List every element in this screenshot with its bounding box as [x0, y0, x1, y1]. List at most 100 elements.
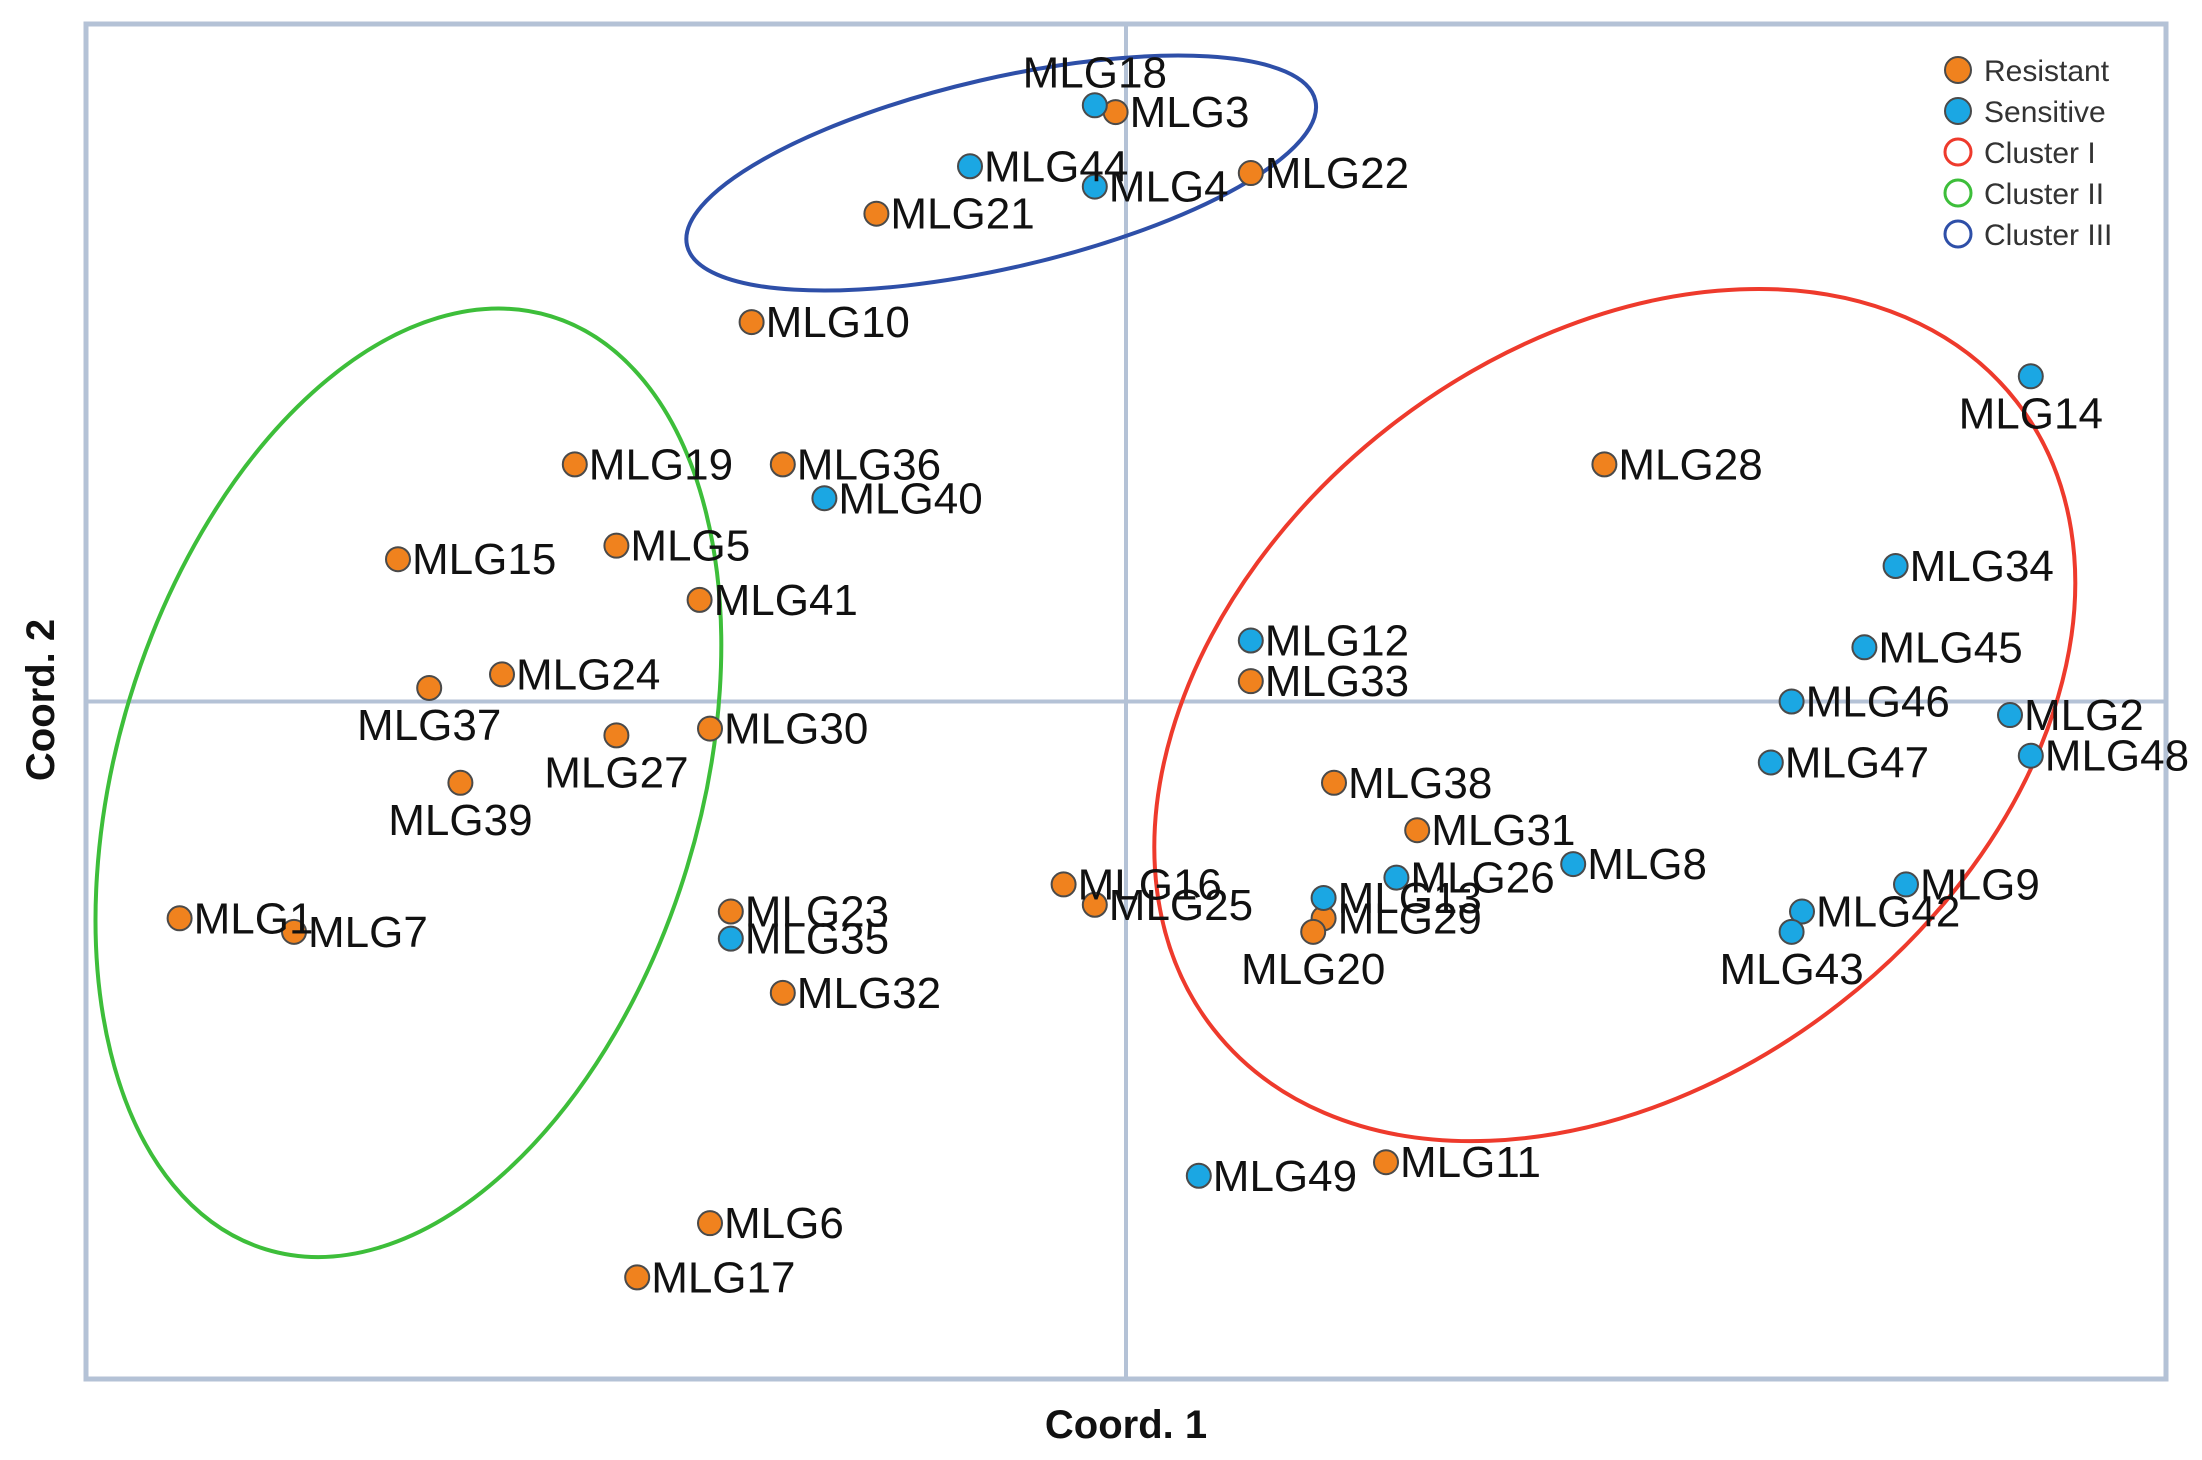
point-label-mlg40: MLG40: [838, 474, 982, 523]
point-mlg45: [1851, 634, 1878, 661]
zero-axis-lines: [86, 24, 2166, 1379]
point-mlg10: [738, 309, 765, 336]
point-label-mlg28: MLG28: [1618, 440, 1762, 489]
point-mlg15: [385, 546, 411, 573]
legend-marker-cluster-iii: [1943, 219, 1973, 249]
point-label-mlg43: MLG43: [1719, 945, 1863, 994]
point-mlg5: [603, 532, 630, 559]
point-label-mlg20: MLG20: [1241, 945, 1385, 994]
point-mlg27: [603, 722, 630, 749]
point-mlg41: [686, 586, 713, 613]
point-mlg8: [1560, 851, 1587, 878]
point-label-mlg10: MLG10: [766, 298, 910, 347]
legend-label-cluster-ii: Cluster II: [1984, 178, 2104, 211]
point-mlg11: [1373, 1149, 1399, 1176]
point-label-mlg3: MLG3: [1130, 88, 1250, 137]
point-mlg30: [697, 715, 723, 742]
point-mlg33: [1237, 668, 1264, 695]
point-label-mlg26: MLG26: [1410, 854, 1554, 903]
legend-marker-cluster-i: [1943, 137, 1973, 167]
point-mlg2: [1997, 702, 2023, 729]
point-label-mlg6: MLG6: [724, 1199, 844, 1248]
point-label-mlg1: MLG1: [194, 894, 314, 943]
point-label-mlg44: MLG44: [984, 142, 1128, 191]
point-label-mlg49: MLG49: [1213, 1152, 1357, 1201]
point-mlg40: [811, 485, 838, 512]
point-mlg12: [1237, 627, 1264, 654]
point-mlg21: [863, 200, 890, 227]
point-label-mlg17: MLG17: [651, 1253, 795, 1302]
point-mlg25: [1081, 891, 1108, 918]
point-mlg47: [1757, 749, 1784, 776]
point-label-mlg18: MLG18: [1023, 48, 1167, 97]
legend-marker-cluster-ii: [1943, 178, 1973, 208]
point-label-mlg15: MLG15: [412, 535, 556, 584]
point-label-mlg23: MLG23: [745, 888, 889, 937]
cluster-ellipse-cluster-iii: [684, 53, 1319, 293]
point-label-mlg30: MLG30: [724, 705, 868, 754]
point-label-mlg2: MLG2: [2024, 691, 2144, 740]
point-mlg23: [717, 898, 744, 925]
point-label-mlg31: MLG31: [1431, 806, 1575, 855]
point-label-mlg25: MLG25: [1109, 881, 1253, 930]
point-mlg13: [1310, 884, 1337, 911]
legend-label-resistant: Resistant: [1984, 55, 2110, 88]
point-label-mlg27: MLG27: [544, 748, 688, 797]
point-label-mlg11: MLG11: [1400, 1138, 1541, 1187]
point-label-mlg46: MLG46: [1806, 678, 1950, 727]
legend-label-cluster-iii: Cluster III: [1984, 219, 2112, 252]
point-mlg9: [1893, 871, 1919, 898]
data-points: [166, 92, 2044, 1291]
x-axis-title: Coord. 1: [1045, 1403, 1207, 1447]
point-label-mlg22: MLG22: [1265, 149, 1409, 198]
point-label-mlg36: MLG36: [797, 440, 941, 489]
point-labels: MLG3 MLG22 MLG21 MLG10 MLG19 MLG36 MLG15 MLG5 ML…: [194, 48, 2189, 1302]
point-label-mlg7: MLG7: [308, 908, 428, 957]
legend-marker-resistant: [1944, 56, 1972, 84]
point-mlg42: [1789, 898, 1815, 925]
point-mlg16: [1050, 871, 1077, 898]
point-mlg18: [1081, 92, 1108, 119]
point-mlg7: [281, 918, 307, 945]
point-label-mlg32: MLG32: [797, 969, 941, 1018]
point-mlg36: [769, 451, 796, 478]
point-label-mlg21: MLG21: [890, 190, 1034, 239]
cluster-ellipse-cluster-ii: [93, 306, 724, 1259]
point-label-mlg34: MLG34: [1910, 542, 2054, 591]
point-label-mlg45: MLG45: [1878, 623, 2022, 672]
point-label-mlg33: MLG33: [1265, 657, 1409, 706]
point-label-mlg12: MLG12: [1265, 617, 1409, 666]
point-mlg26: [1383, 864, 1410, 891]
legend-marker-sensitive: [1944, 97, 1972, 125]
point-mlg38: [1321, 769, 1347, 796]
point-mlg48: [2017, 742, 2044, 769]
point-mlg28: [1591, 451, 1618, 478]
point-label-mlg48: MLG48: [2045, 732, 2189, 781]
point-label-mlg14: MLG14: [1959, 389, 2103, 438]
point-label-mlg47: MLG47: [1785, 738, 1929, 787]
point-mlg24: [489, 661, 515, 688]
point-label-mlg16: MLG16: [1078, 860, 1222, 909]
point-label-mlg8: MLG8: [1587, 840, 1707, 889]
point-mlg20: [1300, 918, 1327, 945]
point-mlg43: [1778, 918, 1805, 945]
point-label-mlg13: MLG13: [1338, 874, 1482, 923]
point-label-mlg9: MLG9: [1920, 860, 2040, 909]
point-label-mlg41: MLG41: [714, 576, 858, 625]
cluster-ellipses: [93, 53, 2078, 1259]
point-mlg6: [697, 1210, 723, 1237]
point-mlg14: [2017, 363, 2044, 390]
point-label-mlg29: MLG29: [1338, 894, 1482, 943]
point-label-mlg5: MLG5: [630, 522, 750, 571]
legend-label-sensitive: Sensitive: [1984, 96, 2106, 129]
point-label-mlg42: MLG42: [1816, 888, 1960, 937]
point-label-mlg38: MLG38: [1348, 759, 1492, 808]
point-label-mlg35: MLG35: [745, 915, 889, 964]
cluster-ellipse-cluster-i: [1152, 286, 2078, 1144]
point-label-mlg24: MLG24: [516, 650, 660, 699]
point-mlg39: [447, 769, 474, 796]
point-mlg46: [1778, 688, 1805, 715]
point-mlg44: [957, 153, 983, 180]
point-mlg32: [769, 979, 796, 1006]
